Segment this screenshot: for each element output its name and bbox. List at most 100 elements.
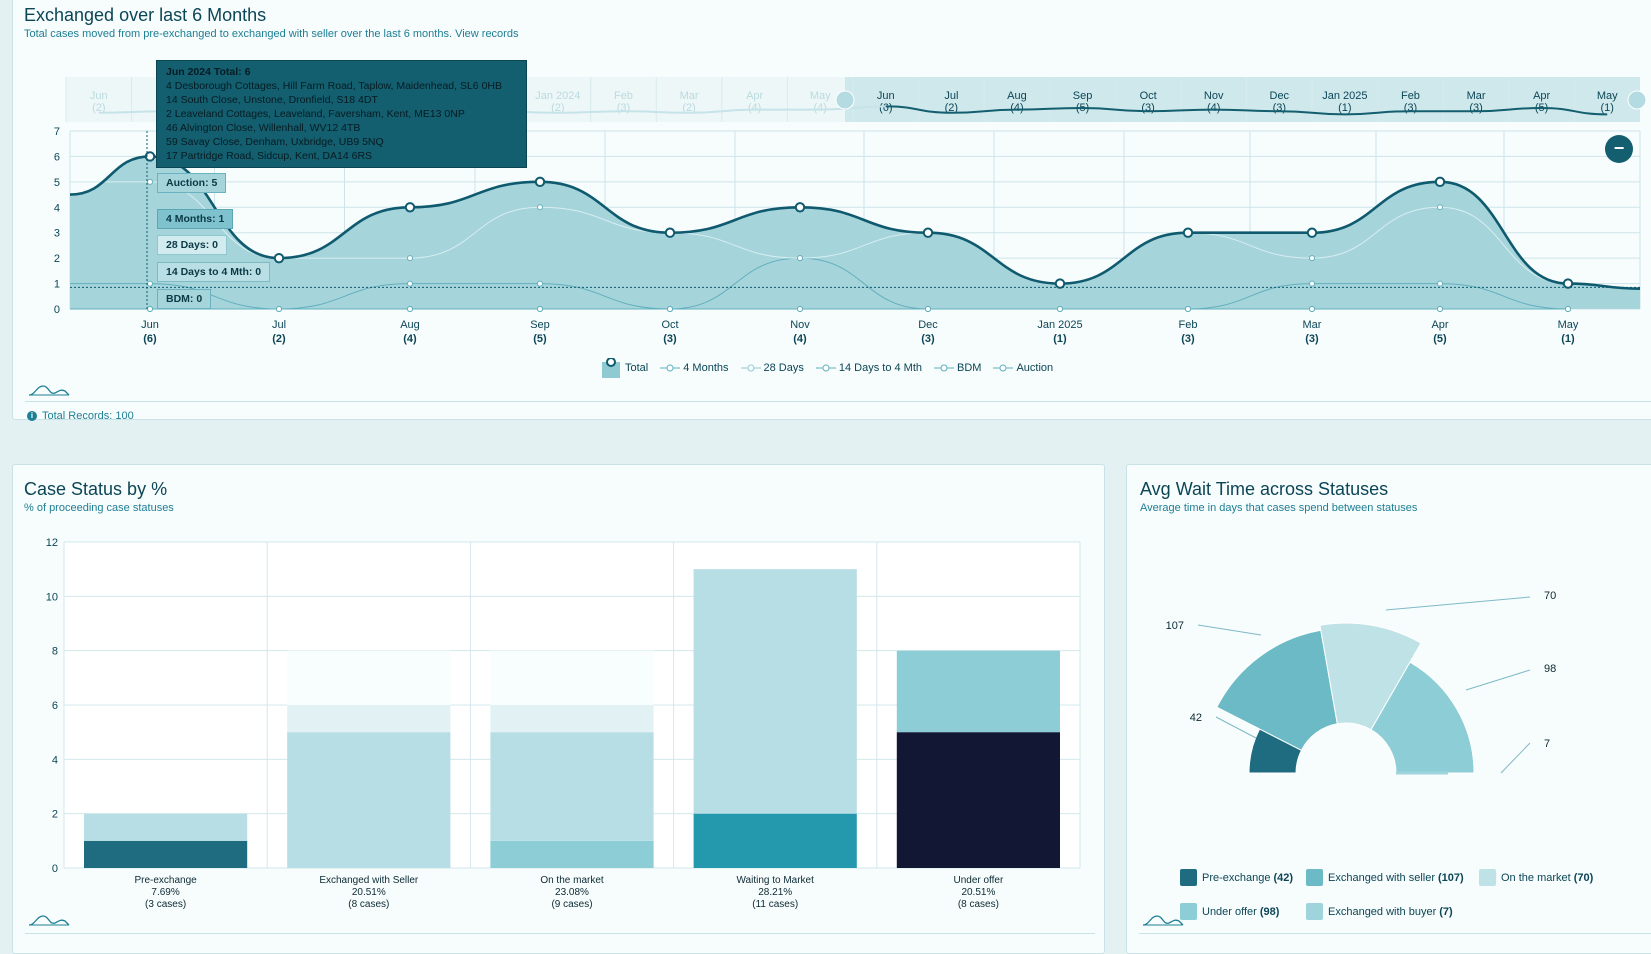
pie-legend-on-market[interactable]: On the market (70) [1479, 869, 1593, 886]
pie-leader-line [1500, 742, 1531, 774]
x-count-label: (3) [1181, 333, 1195, 345]
y-tick-label: 4 [52, 754, 58, 766]
total-records-text: Total Records: 100 [42, 410, 134, 422]
legend-swatch [1306, 869, 1323, 886]
x-count-label: (3) [1305, 333, 1319, 345]
total-point [1306, 227, 1318, 238]
pie-legend-pre-exchange[interactable]: Pre-exchange (42) [1180, 869, 1293, 886]
y-tick-label: 8 [52, 646, 58, 658]
legend-line-icon [993, 364, 1014, 372]
x-count-label: (5) [533, 333, 547, 345]
legend-total[interactable]: Total [600, 358, 648, 378]
legend-label: Exchanged with seller [1328, 871, 1436, 884]
card-subtitle: Total cases moved from pre-exchanged to … [24, 28, 518, 40]
bar-cases-label: (8 cases) [348, 899, 389, 910]
x-tick-label: Oct [661, 319, 678, 331]
bar-segment [693, 813, 857, 868]
bar-cases-label: (3 cases) [145, 899, 186, 910]
bar-category-label: On the market [540, 875, 604, 886]
series-point [147, 280, 153, 287]
pie-legend-exchanged-buyer[interactable]: Exchanged with buyer (7) [1306, 903, 1453, 920]
legend-line-icon [660, 364, 681, 372]
pie-value-label: 107 [1166, 620, 1184, 632]
view-records-link[interactable]: View records [455, 28, 519, 40]
navigator-handle-right [1627, 90, 1647, 110]
pie-value-label: 70 [1544, 590, 1556, 602]
pie-leader-line [1197, 624, 1262, 636]
series-line [69, 181, 1569, 285]
total-point [1562, 278, 1574, 289]
tooltip-line: 17 Partridge Road, Sidcup, Kent, DA14 6R… [166, 150, 373, 162]
y-tick-label: 6 [54, 151, 60, 163]
series-point [1437, 280, 1443, 287]
navigator-count-label: (4) [1207, 102, 1220, 114]
total-records: i Total Records: 100 [27, 410, 134, 422]
pie-legend-under-offer[interactable]: Under offer (98) [1180, 903, 1279, 920]
bar-card-subtitle: % of proceeding case statuses [24, 502, 174, 514]
bar-segment [84, 840, 248, 868]
legend-label: Auction [1016, 362, 1054, 374]
legend-bdm[interactable]: BDM [934, 358, 981, 378]
x-tick-label: Feb [1179, 319, 1198, 331]
total-line [69, 155, 1641, 290]
legend-label: BDM [957, 362, 982, 374]
legend-line-icon [740, 364, 761, 372]
collapse-button[interactable]: − [1605, 135, 1633, 163]
pie-leader-line [1385, 596, 1531, 611]
bar-category-label: Exchanged with Seller [319, 875, 419, 886]
pie-value-label: 7 [1544, 738, 1550, 750]
navigator-count-label: (2) [551, 102, 564, 114]
x-count-label: (4) [793, 333, 807, 345]
x-tick-label: Mar [1303, 319, 1322, 331]
bar-segment [896, 650, 1060, 733]
pie-card-title: Avg Wait Time across Statuses [1140, 479, 1389, 499]
total-point [794, 202, 806, 213]
series-point [147, 178, 153, 185]
area-legend: Total 4 Months 28 Days 14 Days to 4 Mth … [600, 358, 1065, 378]
legend-total-icon [602, 358, 620, 378]
y-tick-label: 1 [54, 279, 60, 291]
series-point [1309, 306, 1315, 312]
x-tick-label: Jun [141, 319, 159, 331]
navigator-count-label: (1) [1600, 102, 1613, 114]
legend-label: Exchanged with buyer [1328, 905, 1437, 918]
legend-swatch [1479, 869, 1496, 886]
bar-segment [490, 840, 654, 868]
x-count-label: (3) [663, 333, 677, 345]
navigator-count-label: (2) [682, 102, 695, 114]
series-point [667, 306, 673, 312]
total-point [664, 227, 676, 238]
legend-line-icon [815, 364, 836, 372]
total-point [273, 252, 285, 264]
legend-14-days[interactable]: 14 Days to 4 Mth [815, 358, 922, 378]
bar-cases-label: (8 cases) [958, 899, 999, 910]
x-count-label: (6) [143, 333, 157, 345]
y-tick-label: 4 [54, 202, 60, 214]
x-count-label: (1) [1561, 333, 1575, 345]
legend-label: Under offer [1202, 905, 1257, 918]
legend-4-months[interactable]: 4 Months [660, 358, 729, 378]
bar-percent-label: 7.69% [151, 887, 179, 898]
x-tick-label: Dec [918, 319, 938, 331]
bar-segment [693, 569, 857, 814]
navigator-month-label: May [1597, 90, 1618, 102]
y-tick-label: 6 [52, 700, 58, 712]
crosshair-label-auction: Auction: 5 [157, 173, 227, 193]
bar-category-label: Pre-exchange [134, 875, 197, 886]
legend-28-days[interactable]: 28 Days [740, 358, 804, 378]
y-tick-label: 10 [46, 591, 58, 603]
pie-legend-exchanged-seller[interactable]: Exchanged with seller (107) [1306, 869, 1464, 886]
bar-percent-label: 20.51% [961, 887, 995, 898]
x-count-label: (2) [272, 333, 286, 345]
bar-segment [490, 732, 654, 841]
legend-auction[interactable]: Auction [993, 358, 1053, 378]
series-point [1565, 306, 1571, 312]
wave-icon [28, 915, 70, 926]
tooltip-line: 59 Savay Close, Denham, Uxbridge, UB9 5N… [166, 136, 384, 148]
tooltip-line: 4 Desborough Cottages, Hill Farm Road, T… [166, 80, 502, 92]
bar-segment [287, 732, 451, 868]
bar-percent-label: 28.21% [758, 887, 792, 898]
x-tick-label: Jul [272, 319, 286, 331]
x-tick-label: Nov [790, 319, 810, 331]
